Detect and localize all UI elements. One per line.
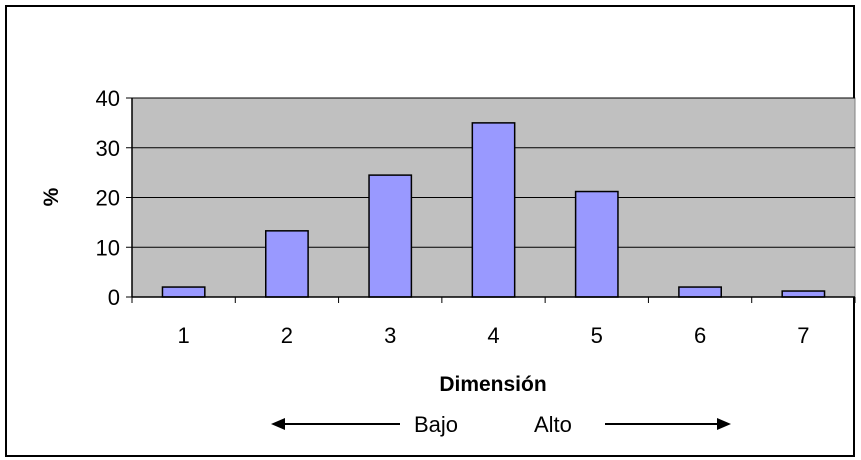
direction-annotation: Bajo Alto	[271, 412, 731, 437]
x-tick-label: 2	[281, 323, 293, 348]
bar	[161, 286, 206, 298]
high-label: Alto	[534, 412, 572, 437]
y-tick-label: 20	[96, 186, 120, 211]
y-tick-label: 40	[96, 86, 120, 111]
left-arrow-head-icon	[271, 418, 285, 430]
y-tick-labels: 0 10 20 30 40	[96, 86, 120, 310]
x-tick-label: 4	[487, 323, 499, 348]
x-tick-label: 3	[384, 323, 396, 348]
x-tick-label: 1	[178, 323, 190, 348]
y-tick-label: 10	[96, 235, 120, 260]
y-axis-title: %	[40, 187, 63, 206]
x-tick-label: 7	[797, 323, 809, 348]
y-tick-label: 0	[108, 285, 120, 310]
bar	[265, 230, 309, 298]
bar	[574, 190, 619, 298]
right-arrow-head-icon	[717, 418, 731, 430]
x-tick-label: 6	[694, 323, 706, 348]
bar	[678, 286, 722, 298]
low-label: Bajo	[414, 412, 458, 437]
y-tick-label: 30	[96, 136, 120, 161]
axes	[126, 97, 856, 303]
x-axis-title: Dimensión	[439, 373, 546, 396]
bar	[471, 122, 516, 298]
x-tick-label: 5	[591, 323, 603, 348]
bar	[781, 290, 826, 298]
bar	[368, 174, 413, 298]
x-tick-labels: 1 2 3 4 5 6 7	[178, 323, 810, 348]
